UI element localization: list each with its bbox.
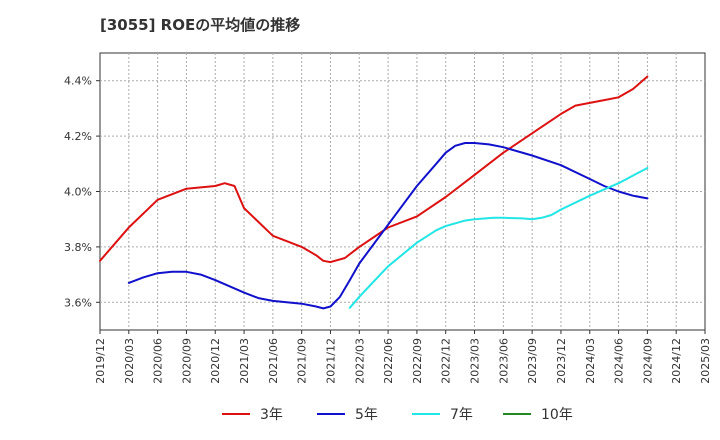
series-line-5年 bbox=[127, 142, 649, 310]
x-tick-label: 2019/12 bbox=[94, 338, 107, 384]
x-tick-label: 2023/09 bbox=[526, 338, 539, 384]
x-tick-label: 2023/12 bbox=[555, 338, 568, 384]
x-tick-label: 2020/12 bbox=[209, 338, 222, 384]
x-tick-label: 2022/06 bbox=[382, 338, 395, 384]
chart-title: [3055] ROEの平均値の推移 bbox=[100, 16, 301, 34]
x-tick-label: 2023/06 bbox=[497, 338, 510, 384]
x-tick-label: 2024/12 bbox=[670, 338, 683, 384]
x-tick-label: 2021/12 bbox=[324, 338, 337, 384]
x-tick-label: 2020/09 bbox=[180, 338, 193, 384]
legend-label: 7年 bbox=[450, 407, 473, 423]
x-tick-label: 2021/09 bbox=[296, 338, 309, 384]
legend-label: 10年 bbox=[541, 407, 573, 423]
y-tick-label: 3.8% bbox=[64, 241, 92, 254]
plot-area bbox=[99, 52, 706, 331]
x-tick-label: 2021/06 bbox=[267, 338, 280, 384]
x-tick-label: 2023/03 bbox=[469, 338, 482, 384]
x-tick-label: 2022/12 bbox=[440, 338, 453, 384]
x-tick-label: 2021/03 bbox=[238, 338, 251, 384]
x-tick-label: 2020/06 bbox=[152, 338, 165, 384]
x-tick-label: 2025/03 bbox=[699, 338, 712, 384]
legend-label: 5年 bbox=[355, 407, 378, 423]
x-tick-label: 2022/03 bbox=[353, 338, 366, 384]
x-tick-label: 2022/09 bbox=[411, 338, 424, 384]
y-tick-label: 4.2% bbox=[64, 130, 92, 143]
series-line-3年 bbox=[99, 75, 649, 264]
y-tick-label: 4.4% bbox=[64, 75, 92, 88]
x-tick-label: 2020/03 bbox=[123, 338, 136, 384]
y-tick-label: 4.0% bbox=[64, 186, 92, 199]
legend-label: 3年 bbox=[260, 407, 283, 423]
y-tick-label: 3.6% bbox=[64, 296, 92, 309]
x-tick-label: 2024/06 bbox=[613, 338, 626, 384]
x-tick-label: 2024/03 bbox=[584, 338, 597, 384]
x-tick-label: 2024/09 bbox=[641, 338, 654, 384]
series-line-7年 bbox=[348, 167, 649, 309]
